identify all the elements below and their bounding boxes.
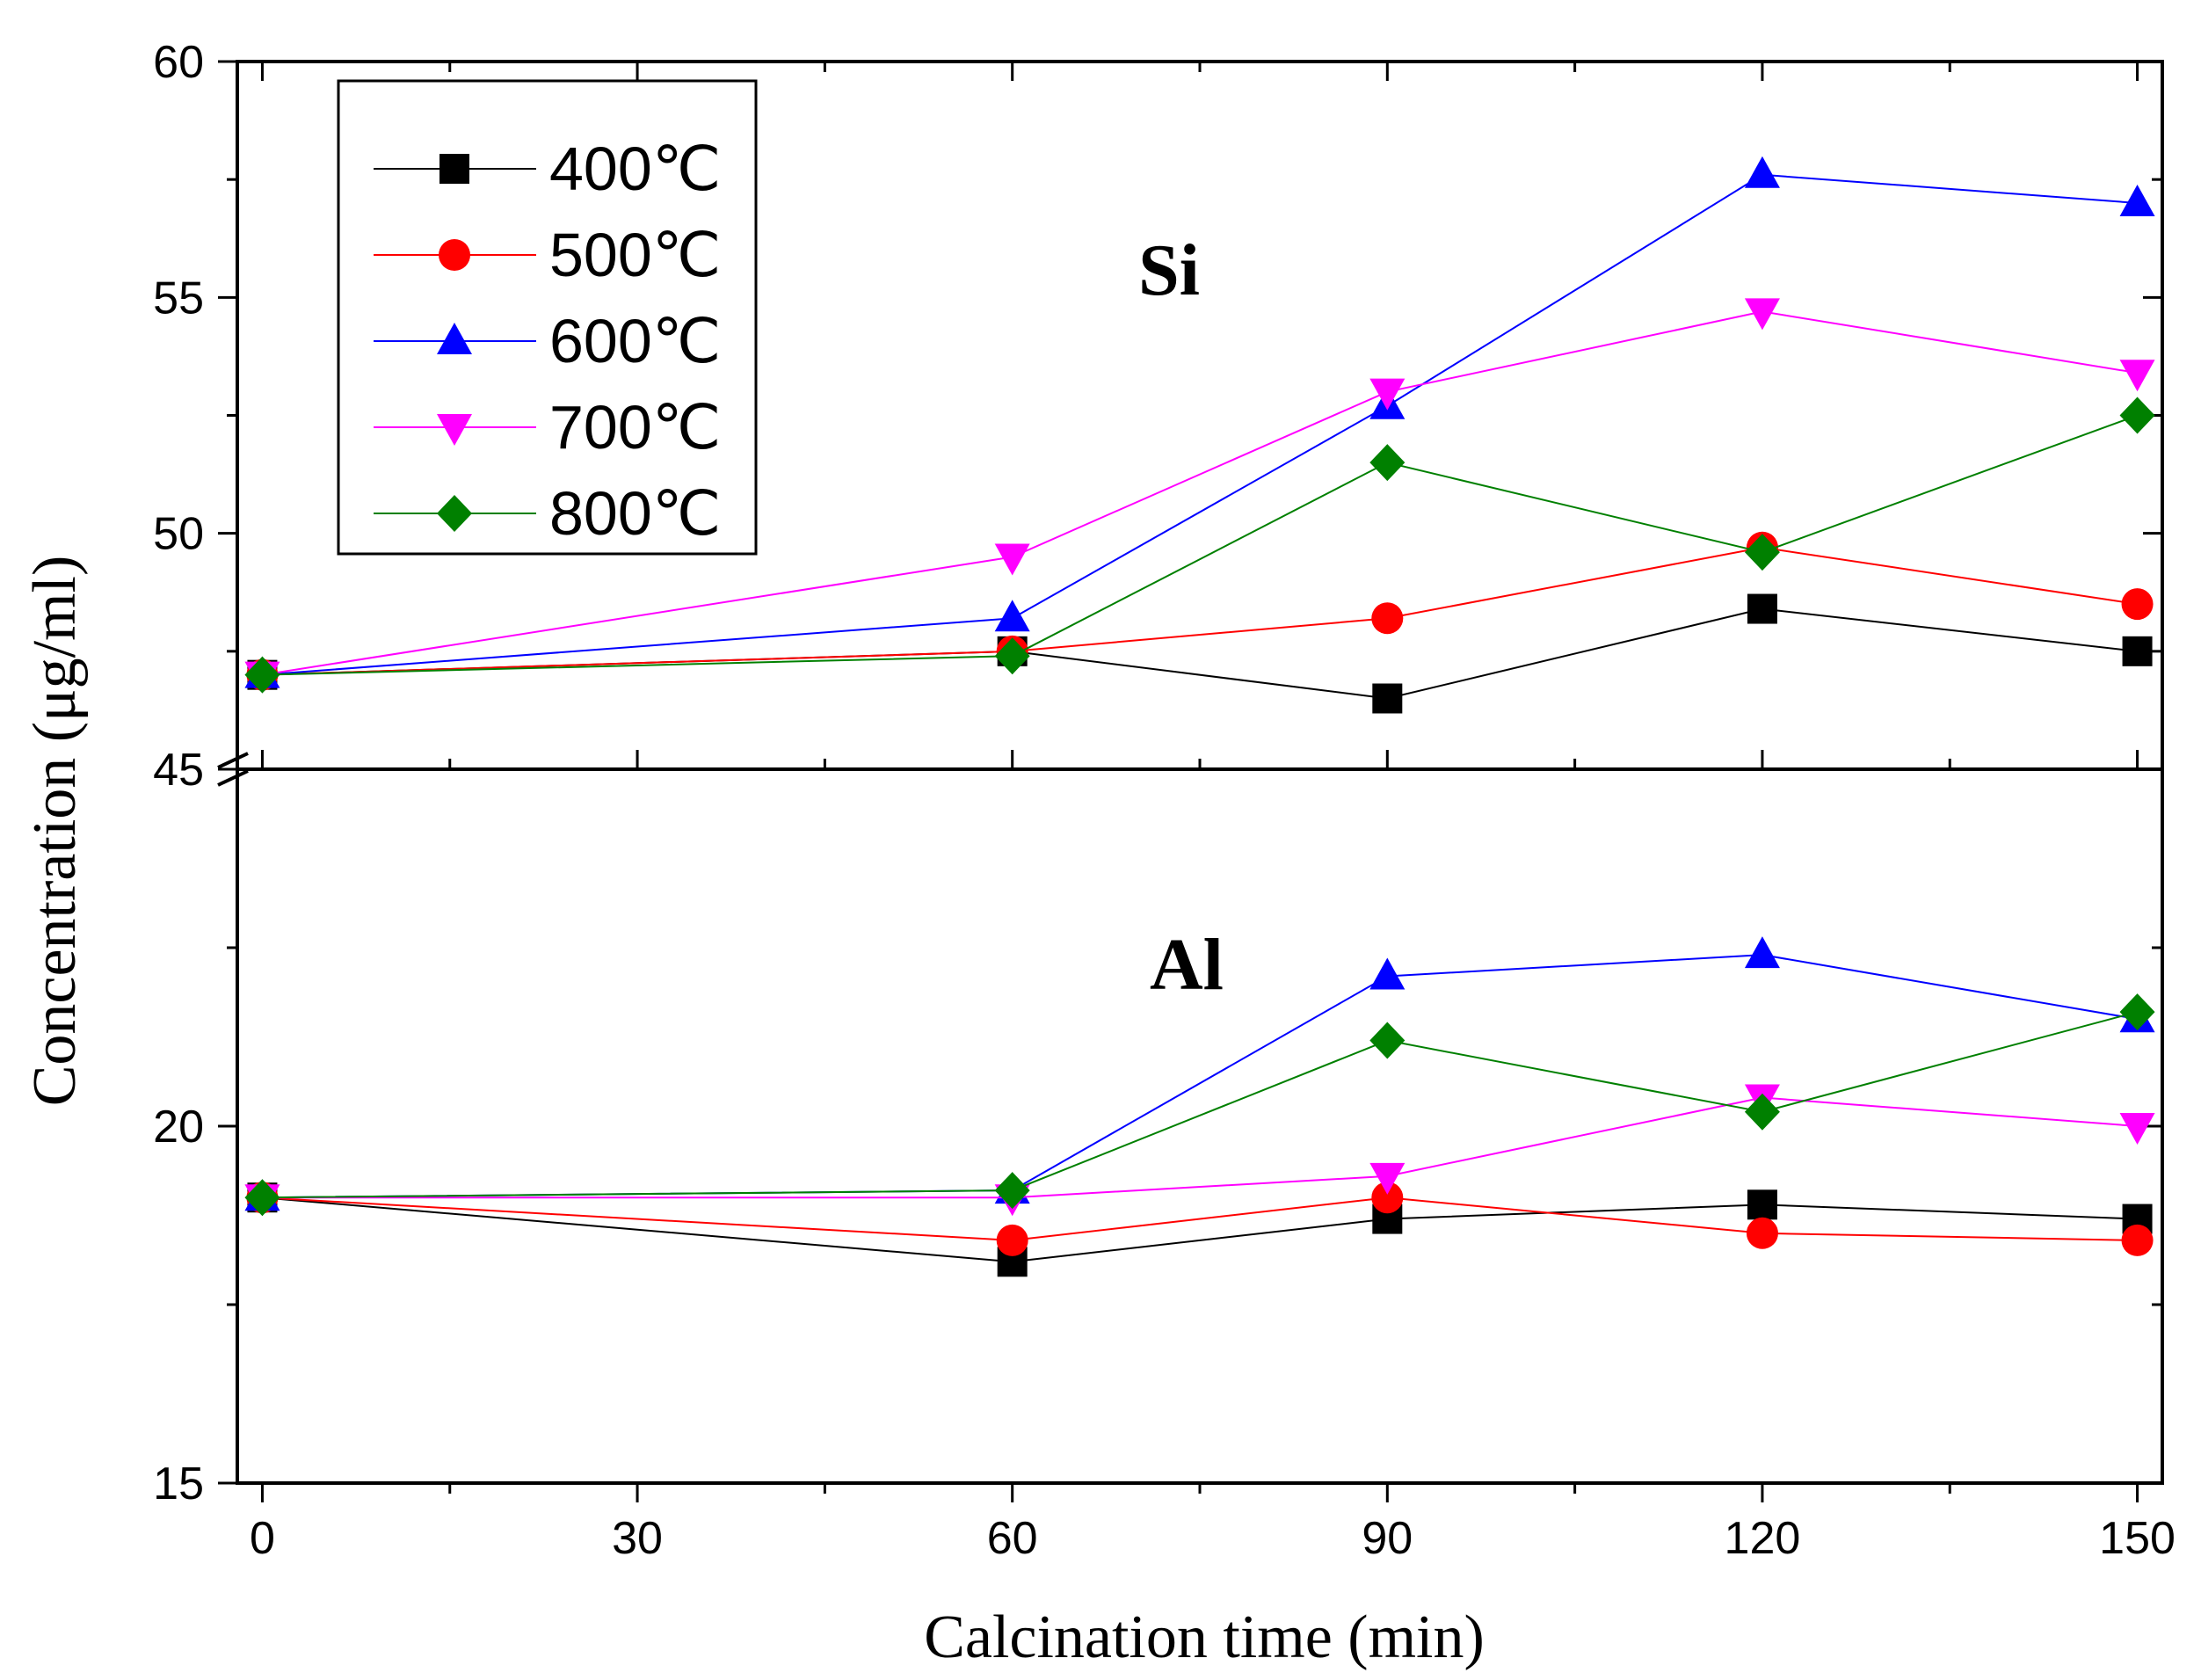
marker-circle [1371, 1182, 1404, 1214]
marker-diamond [994, 637, 1030, 675]
marker-diamond [437, 495, 472, 532]
series-si-1 [246, 531, 2154, 691]
y-axis-title: Concentration (μg/ml) [21, 556, 89, 1107]
series-al-3 [244, 1084, 2155, 1217]
series-si-4 [244, 396, 2155, 694]
legend: 400℃ 500℃ 600℃ 700℃ 800℃ [337, 79, 758, 556]
y-tick-label: 20 [153, 1102, 204, 1153]
marker-triangle-up [994, 600, 1030, 632]
marker-diamond [244, 656, 280, 694]
marker-triangle-down [1369, 1162, 1406, 1195]
y-tick-label: 50 [153, 509, 204, 560]
panel-label-si: Si [1138, 229, 1200, 311]
series-layer [244, 156, 2155, 1277]
marker-triangle-down [1744, 298, 1780, 331]
marker-diamond [2119, 993, 2155, 1031]
marker-circle [996, 1224, 1028, 1256]
marker-triangle-down [2119, 1113, 2155, 1145]
marker-triangle-up [2119, 185, 2155, 216]
x-axis-title: Calcination time (min) [924, 1604, 1485, 1671]
marker-square [1372, 683, 1403, 714]
series-line [262, 1196, 2138, 1263]
marker-diamond [1369, 444, 1406, 482]
y-tick-label: 55 [153, 273, 204, 324]
y-tick-label: 15 [153, 1458, 204, 1509]
marker-square [1747, 1189, 1777, 1220]
legend-entry: 800℃ [374, 479, 721, 548]
legend-label: 400℃ [549, 135, 721, 203]
marker-diamond [994, 1172, 1030, 1210]
marker-triangle-down [994, 543, 1030, 576]
marker-square [2122, 636, 2153, 666]
legend-label: 800℃ [549, 479, 721, 548]
marker-triangle-up [437, 323, 472, 354]
x-tick-label: 90 [1362, 1513, 1413, 1564]
marker-circle [1371, 602, 1404, 635]
series-line [262, 1196, 2138, 1241]
series-si-3 [244, 298, 2155, 694]
x-tick-label: 30 [612, 1513, 663, 1564]
axis-break-mark [217, 769, 249, 787]
marker-diamond [1369, 1022, 1406, 1059]
marker-triangle-up [1744, 156, 1780, 188]
legend-entry: 700℃ [374, 393, 721, 462]
legend-label: 700℃ [549, 393, 721, 462]
marker-square [1747, 593, 1777, 624]
x-tick-label: 120 [1725, 1513, 1801, 1564]
series-al-4 [244, 993, 2155, 1217]
marker-square [439, 154, 469, 184]
x-tick-label: 150 [2099, 1513, 2176, 1564]
marker-triangle-down [2119, 360, 2155, 392]
marker-diamond [2119, 396, 2155, 434]
axes: 0 30 60 90 120 150 45 50 55 60 15 20 [153, 37, 2176, 1564]
x-tick-label: 0 [250, 1513, 275, 1564]
series-line [262, 546, 2138, 676]
x-tick-label: 60 [987, 1513, 1038, 1564]
legend-box [337, 79, 758, 556]
marker-circle [439, 239, 470, 271]
legend-label: 600℃ [549, 307, 721, 375]
legend-entry: 500℃ [374, 221, 721, 289]
marker-diamond [1744, 1093, 1780, 1131]
axis-break-mark [217, 752, 249, 769]
marker-triangle-up [1744, 936, 1780, 969]
legend-label: 500℃ [549, 221, 721, 289]
panel-label-al: Al [1150, 924, 1224, 1006]
marker-circle [2121, 588, 2154, 621]
marker-triangle-up [1369, 957, 1406, 990]
marker-triangle-down [1369, 378, 1406, 411]
marker-circle [1746, 1217, 1778, 1249]
y-tick-label: 60 [153, 37, 204, 88]
legend-entry: 400℃ [374, 135, 721, 203]
y-tick-label: 45 [153, 745, 204, 796]
marker-diamond [1744, 534, 1780, 571]
marker-diamond [244, 1179, 280, 1217]
legend-entry: 600℃ [374, 307, 721, 375]
series-al-1 [246, 1182, 2154, 1256]
series-line [262, 1096, 2138, 1199]
marker-circle [2121, 1224, 2154, 1256]
marker-triangle-down [437, 414, 472, 446]
